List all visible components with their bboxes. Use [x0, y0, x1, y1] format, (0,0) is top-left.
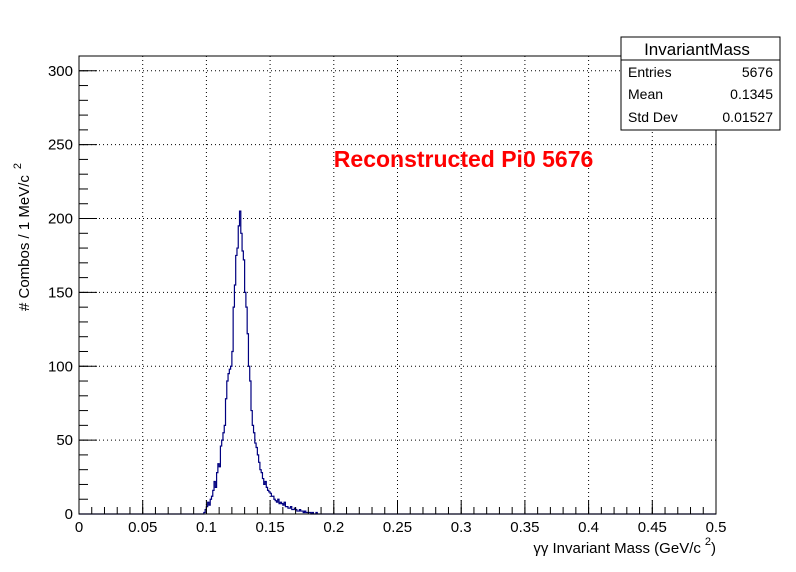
- x-tick-label: 0.3: [451, 519, 472, 536]
- x-tick-label: 0.5: [706, 519, 727, 536]
- x-tick-label: 0.15: [255, 519, 284, 536]
- y-tick-label: 50: [56, 432, 73, 449]
- x-axis-title-close: ): [711, 540, 716, 557]
- y-tick-label: 300: [48, 63, 73, 80]
- y-axis-title-superscript: 2: [12, 163, 24, 169]
- y-axis-title: # Combos / 1 MeV/c 2: [12, 163, 33, 311]
- x-tick-label: 0: [75, 519, 83, 536]
- histogram-series-line: [79, 210, 716, 515]
- x-axis-title-main: γγ Invariant Mass (GeV/c: [533, 540, 701, 557]
- stats-title: InvariantMass: [644, 40, 750, 59]
- y-tick-labels: 0 50 100 150 200 250 300: [48, 63, 73, 523]
- x-tick-label: 0.05: [128, 519, 157, 536]
- stats-entries-label: Entries: [628, 64, 672, 80]
- x-tick-label: 0.25: [383, 519, 412, 536]
- stats-entries-value: 5676: [742, 64, 773, 80]
- x-tick-labels: 0 0.05 0.1 0.15 0.2 0.25 0.3 0.35 0.4 0.45 0.5: [75, 519, 727, 536]
- stats-stddev-value: 0.01527: [722, 109, 773, 125]
- annotation-text: Reconstructed Pi0 5676: [334, 146, 594, 172]
- stats-box: InvariantMass Entries 5676 Mean 0.1345 S…: [620, 36, 781, 131]
- x-tick-label: 0.35: [510, 519, 539, 536]
- y-tick-label: 250: [48, 137, 73, 154]
- x-tick-label: 0.4: [578, 519, 599, 536]
- stats-stddev-label: Std Dev: [628, 109, 678, 125]
- y-tick-label: 0: [65, 506, 73, 523]
- x-axis-title: γγ Invariant Mass (GeV/c 2): [533, 536, 716, 557]
- stats-mean-value: 0.1345: [730, 86, 773, 102]
- grid: [79, 56, 716, 514]
- y-tick-label: 150: [48, 284, 73, 301]
- x-tick-label: 0.2: [323, 519, 344, 536]
- y-tick-label: 100: [48, 358, 73, 375]
- x-tick-label: 0.1: [196, 519, 217, 536]
- stats-box-frame: [620, 36, 781, 131]
- stats-mean-label: Mean: [628, 86, 663, 102]
- x-axis-title-superscript: 2: [705, 536, 711, 548]
- y-axis-title-main: # Combos / 1 MeV/c: [16, 175, 33, 311]
- x-tick-label: 0.45: [638, 519, 667, 536]
- y-tick-label: 200: [48, 211, 73, 228]
- axis-ticks: [78, 55, 717, 515]
